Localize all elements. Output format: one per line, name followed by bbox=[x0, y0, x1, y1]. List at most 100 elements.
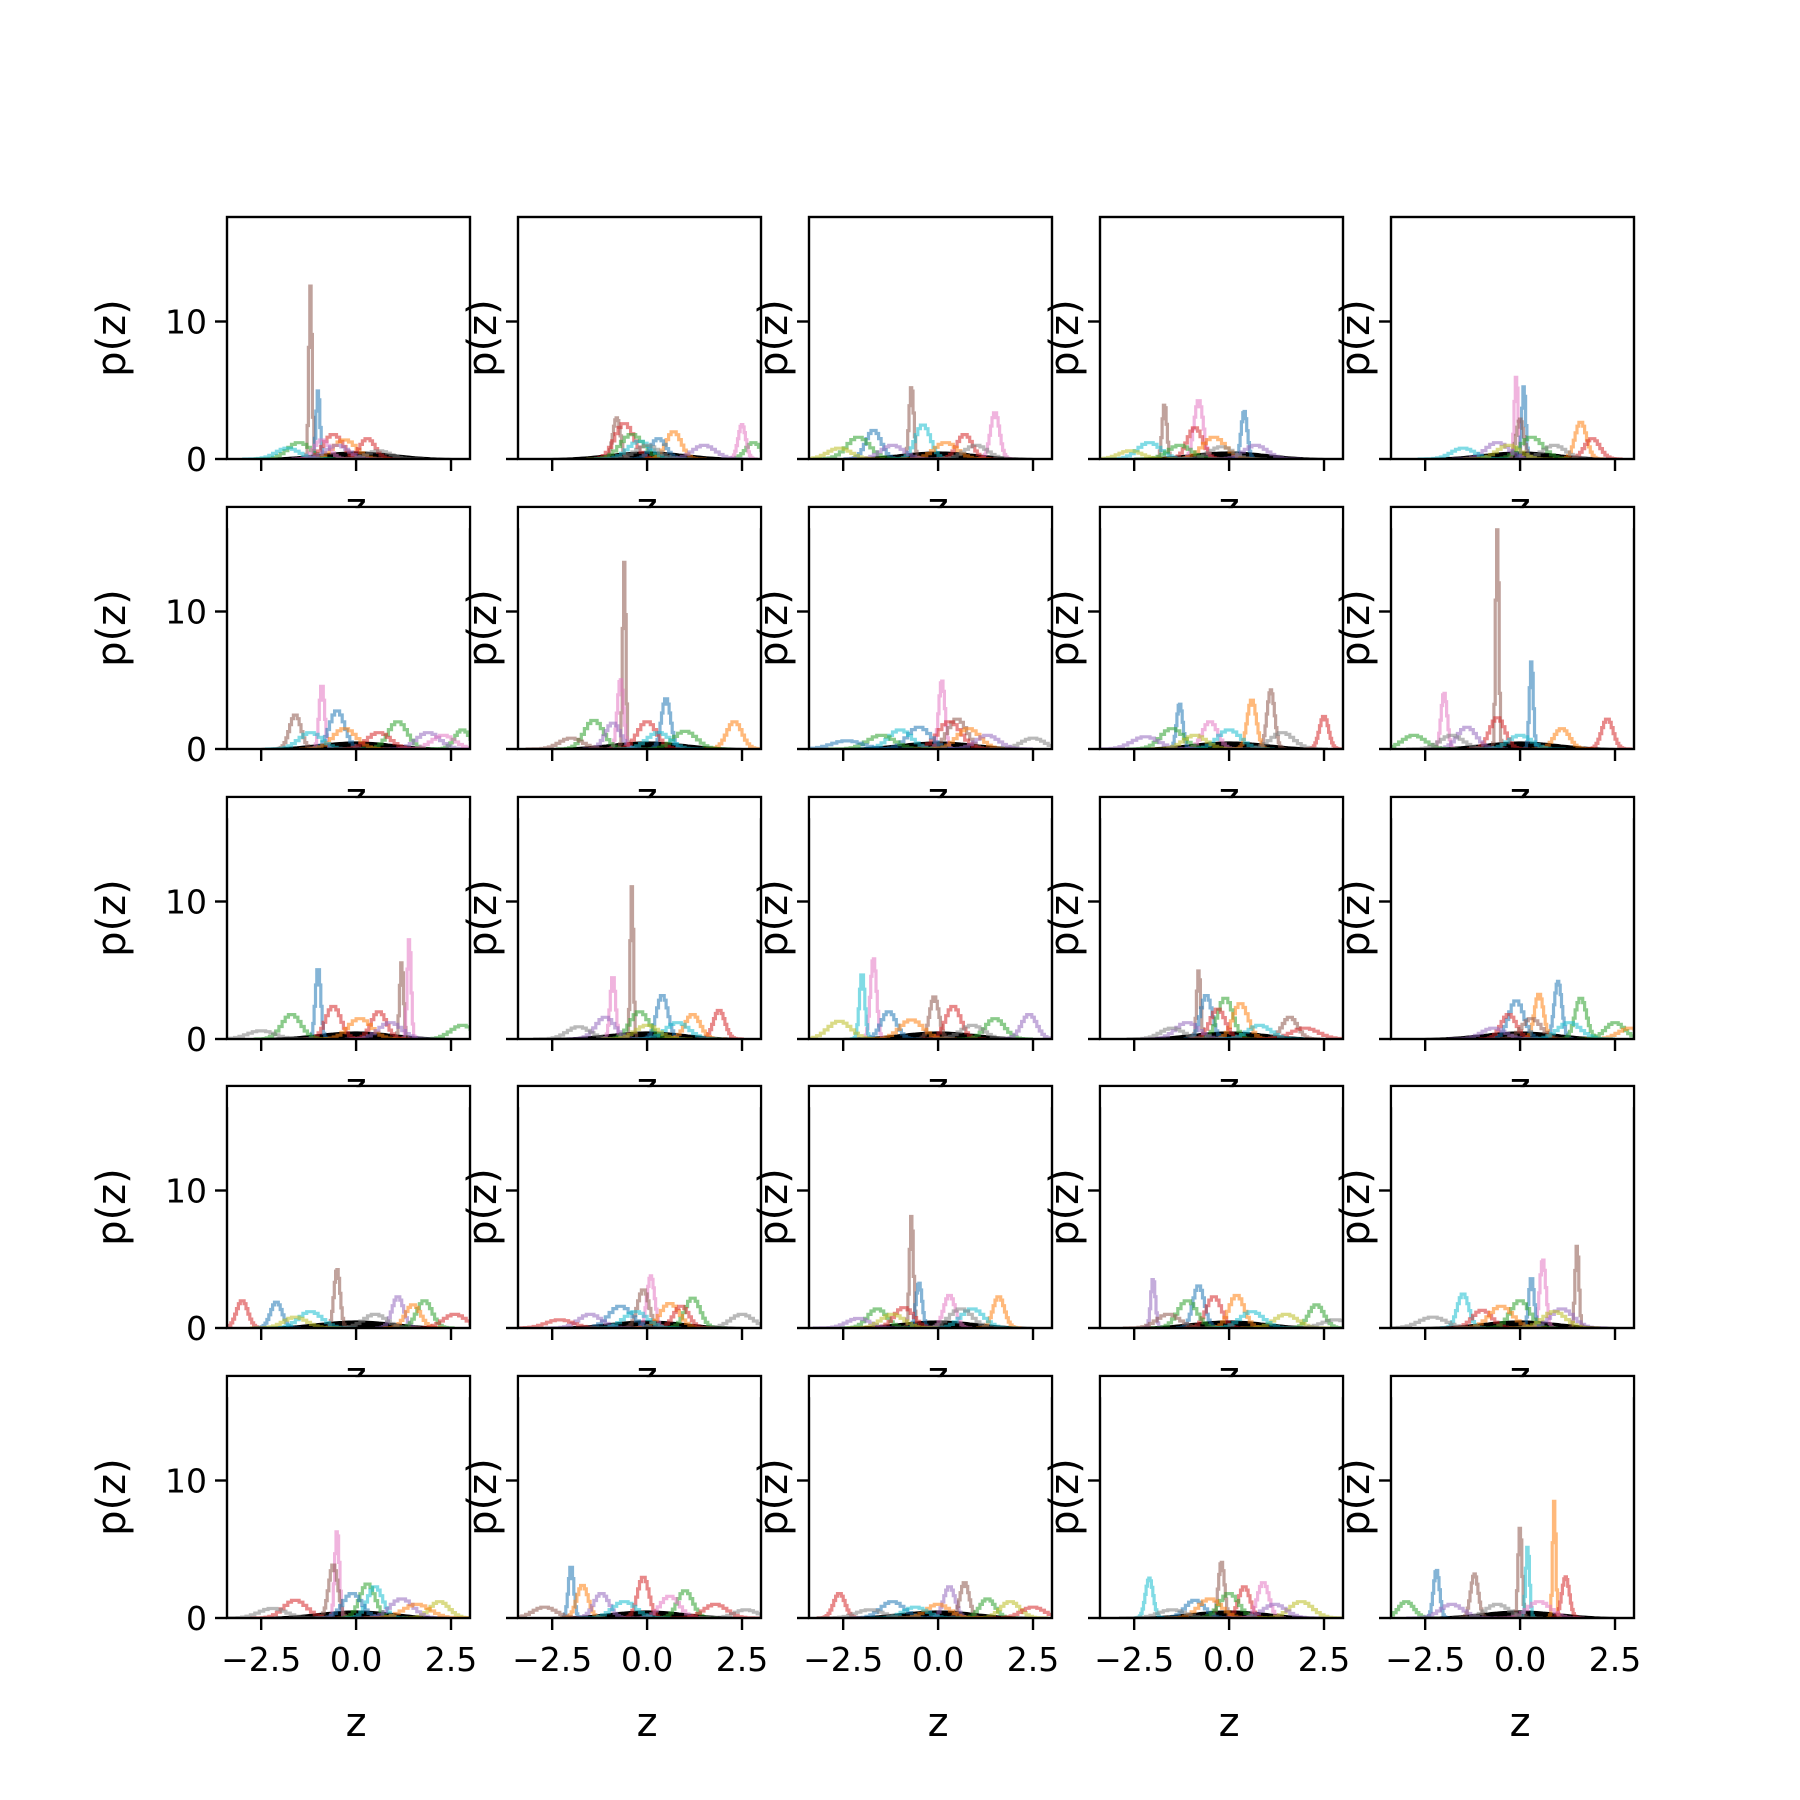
plot-area bbox=[1100, 688, 1343, 749]
subplot-5-1: 0 10 −2.5 0.0 2.5 z p(z) bbox=[89, 1374, 477, 1746]
overlap-mask bbox=[810, 798, 1051, 819]
series-trace-4 bbox=[696, 1008, 744, 1039]
y-axis-label: p(z) bbox=[460, 299, 506, 377]
overlap-mask bbox=[519, 1087, 760, 1108]
subplot-1-2: zp(z) bbox=[460, 215, 763, 531]
axes-frame bbox=[807, 1374, 1054, 1620]
x-tick-label: 0.0 bbox=[1203, 1640, 1255, 1679]
x-axis-label: z bbox=[1510, 1700, 1531, 1746]
plot-area bbox=[1391, 516, 1634, 749]
subplot-3-4: zp(z) bbox=[1042, 795, 1345, 1111]
y-axis-label: p(z) bbox=[460, 1168, 506, 1246]
subplot-5-4: −2.5 0.0 2.5 z p(z) bbox=[1042, 1374, 1350, 1746]
x-axis-label: z bbox=[637, 1700, 658, 1746]
overlap-mask bbox=[1392, 1087, 1633, 1108]
plot-area bbox=[1391, 1244, 1634, 1328]
subplot-3-2: zp(z) bbox=[460, 795, 763, 1111]
axes-frame bbox=[516, 1084, 763, 1330]
axes-frame bbox=[1098, 215, 1345, 461]
plot-area bbox=[809, 1214, 1052, 1328]
y-axis-label: p(z) bbox=[751, 589, 797, 667]
subplot-3-5: zp(z) bbox=[1333, 795, 1636, 1111]
x-tick-label: 2.5 bbox=[1007, 1640, 1059, 1679]
y-tick-label: 0 bbox=[186, 730, 207, 769]
axes-frame bbox=[225, 215, 472, 461]
axes-frame bbox=[225, 505, 472, 751]
y-axis-label: p(z) bbox=[1333, 879, 1379, 957]
overlap-mask bbox=[1101, 1087, 1342, 1108]
overlap-mask bbox=[228, 1377, 469, 1398]
y-axis-label: p(z) bbox=[1333, 1458, 1379, 1536]
axes-frame bbox=[516, 215, 763, 461]
plot-area bbox=[227, 1530, 470, 1618]
axes-frame bbox=[807, 505, 1054, 751]
overlap-mask bbox=[810, 1377, 1051, 1398]
subplot-2-2: zp(z) bbox=[460, 505, 763, 821]
y-tick-label: 0 bbox=[186, 1020, 207, 1059]
y-axis-label: p(z) bbox=[89, 589, 135, 667]
axes-frame bbox=[1098, 1374, 1345, 1620]
axes-frame bbox=[225, 1084, 472, 1330]
axes-frame bbox=[225, 1374, 472, 1620]
y-tick-label: 0 bbox=[186, 1599, 207, 1638]
overlap-mask bbox=[810, 1087, 1051, 1108]
overlap-mask bbox=[1392, 508, 1633, 529]
y-axis-label: p(z) bbox=[1333, 589, 1379, 667]
x-tick-label: 0.0 bbox=[330, 1640, 382, 1679]
plot-area bbox=[1391, 375, 1634, 459]
overlap-mask bbox=[1101, 798, 1342, 819]
series-trace-4 bbox=[704, 720, 761, 749]
axes-frame bbox=[1389, 1374, 1636, 1620]
y-axis-label: p(z) bbox=[751, 1458, 797, 1536]
x-tick-label: −2.5 bbox=[1385, 1640, 1465, 1679]
y-axis-label: p(z) bbox=[751, 1168, 797, 1246]
plot-area bbox=[809, 1581, 1052, 1618]
subplot-3-3: zp(z) bbox=[751, 795, 1054, 1111]
y-axis-label: p(z) bbox=[1333, 1168, 1379, 1246]
subplot-1-4: zp(z) bbox=[1042, 215, 1345, 531]
series-trace-2 bbox=[600, 976, 626, 1039]
axes-frame bbox=[516, 795, 763, 1041]
axes-frame bbox=[807, 795, 1054, 1041]
plot-area bbox=[1100, 1560, 1343, 1618]
axes-frame bbox=[1098, 505, 1345, 751]
overlap-mask bbox=[1101, 508, 1342, 529]
series-trace-8 bbox=[416, 1023, 470, 1039]
y-axis-label: p(z) bbox=[460, 1458, 506, 1536]
overlap-mask bbox=[519, 798, 760, 819]
x-axis-label: z bbox=[346, 1700, 367, 1746]
y-tick-label: 10 bbox=[165, 593, 207, 632]
x-tick-label: 0.0 bbox=[621, 1640, 673, 1679]
plot-area bbox=[227, 684, 470, 749]
axes-frame bbox=[1389, 795, 1636, 1041]
y-axis-label: p(z) bbox=[89, 299, 135, 377]
y-axis-label: p(z) bbox=[1333, 299, 1379, 377]
subplot-5-3: −2.5 0.0 2.5 z p(z) bbox=[751, 1374, 1059, 1746]
y-axis-label: p(z) bbox=[89, 879, 135, 957]
y-tick-label: 10 bbox=[165, 883, 207, 922]
plot-area bbox=[1100, 1278, 1343, 1328]
plot-area bbox=[518, 560, 761, 749]
subplot-4-2: zp(z) bbox=[460, 1084, 763, 1400]
y-axis-label: p(z) bbox=[751, 879, 797, 957]
series-trace-7 bbox=[998, 1013, 1052, 1039]
series-trace-1 bbox=[324, 1268, 351, 1328]
overlap-mask bbox=[228, 798, 469, 819]
plot-area bbox=[809, 957, 1052, 1039]
y-axis-label: p(z) bbox=[89, 1458, 135, 1536]
plot-area bbox=[1100, 399, 1343, 459]
y-tick-label: 10 bbox=[165, 303, 207, 342]
y-axis-label: p(z) bbox=[1042, 1168, 1088, 1246]
x-tick-label: 2.5 bbox=[425, 1640, 477, 1679]
x-tick-label: 0.0 bbox=[912, 1640, 964, 1679]
y-axis-label: p(z) bbox=[1042, 1458, 1088, 1536]
x-tick-label: 2.5 bbox=[716, 1640, 768, 1679]
axes-frame bbox=[516, 1374, 763, 1620]
overlap-mask bbox=[1101, 1377, 1342, 1398]
x-tick-label: 2.5 bbox=[1298, 1640, 1350, 1679]
y-tick-label: 10 bbox=[165, 1172, 207, 1211]
y-axis-label: p(z) bbox=[460, 879, 506, 957]
x-tick-label: 0.0 bbox=[1494, 1640, 1546, 1679]
